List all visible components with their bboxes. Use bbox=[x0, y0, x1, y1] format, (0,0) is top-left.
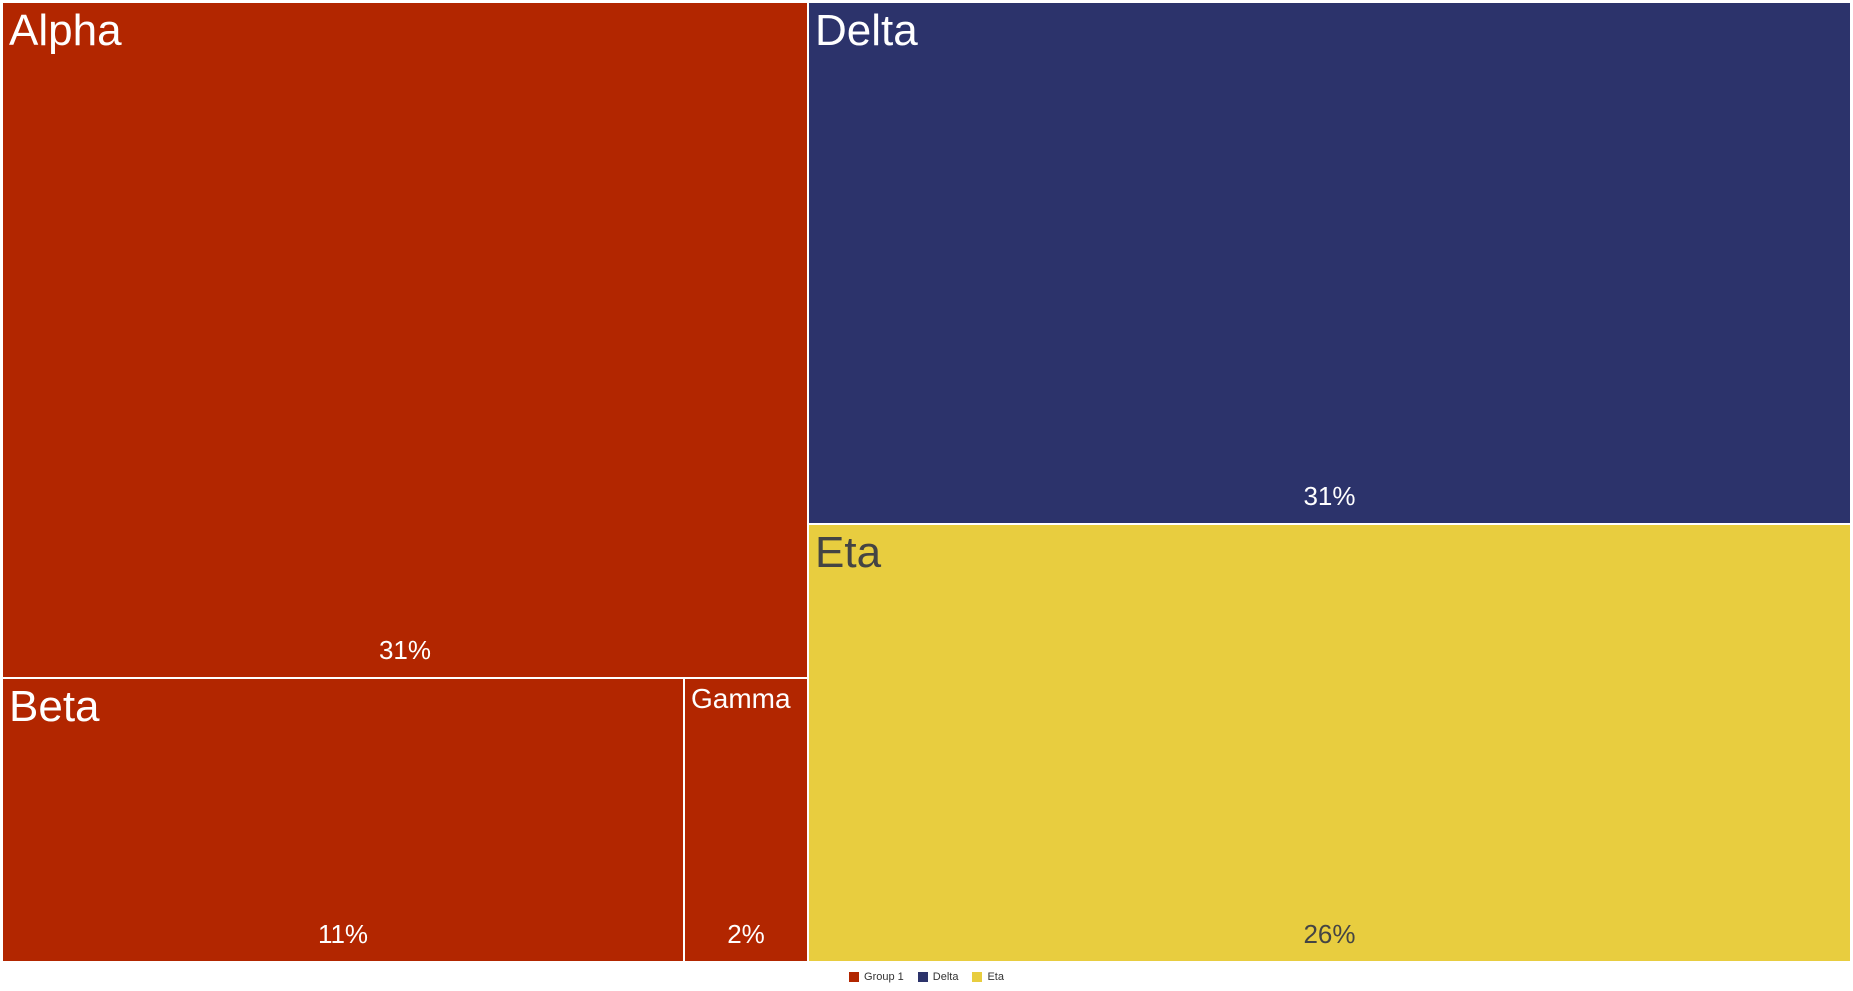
treemap-area: Alpha 31% Beta 11% Gamma 2% Delta 31% Eta 26% bbox=[2, 2, 1851, 962]
tile-name-label: Alpha bbox=[9, 6, 122, 55]
tile-value-label: 31% bbox=[378, 635, 432, 665]
tile-delta: Delta 31% bbox=[808, 2, 1851, 524]
legend-item-eta: Eta bbox=[972, 971, 1004, 983]
legend-swatch bbox=[917, 972, 928, 982]
tile-alpha: Alpha 31% bbox=[2, 2, 808, 678]
legend-swatch bbox=[849, 972, 860, 982]
legend-label: Eta bbox=[987, 971, 1004, 983]
tile-value-label: 26% bbox=[1303, 919, 1356, 949]
tile-name-label: Gamma bbox=[691, 683, 791, 714]
legend: Group 1 Delta Eta bbox=[0, 968, 1853, 986]
tile-value-label: 31% bbox=[1303, 481, 1356, 511]
tile-beta: Beta 11% bbox=[2, 678, 684, 962]
legend-swatch bbox=[972, 972, 983, 982]
tile-eta: Eta 26% bbox=[808, 524, 1851, 962]
legend-item-group-1: Group 1 bbox=[849, 971, 904, 983]
tile-name-label: Beta bbox=[9, 682, 100, 731]
tile-value-label: 2% bbox=[727, 919, 765, 949]
tile-name-label: Delta bbox=[815, 6, 918, 55]
legend-item-delta: Delta bbox=[917, 971, 959, 983]
tile-name-label: Eta bbox=[815, 528, 882, 577]
legend-label: Delta bbox=[932, 971, 959, 983]
tile-gamma: Gamma 2% bbox=[684, 678, 808, 962]
tile-value-label: 11% bbox=[317, 919, 369, 949]
legend-label: Group 1 bbox=[864, 971, 904, 983]
